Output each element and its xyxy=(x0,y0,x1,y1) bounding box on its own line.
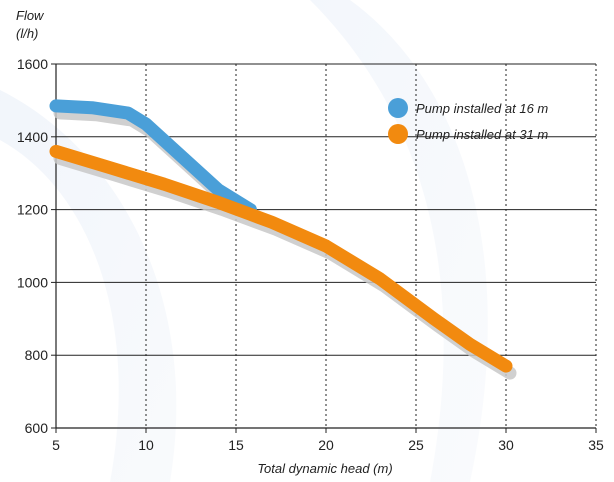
x-tick-label: 5 xyxy=(52,437,60,453)
series-line-1 xyxy=(49,144,513,373)
axes xyxy=(51,63,597,433)
legend-marker-31m xyxy=(388,124,408,144)
series-line-0 xyxy=(49,99,257,217)
y-tick-label: 600 xyxy=(25,420,49,436)
y-tick-label: 1600 xyxy=(17,56,48,72)
y-tick-label: 800 xyxy=(25,347,49,363)
x-tick-label: 35 xyxy=(588,437,604,453)
y-axis-label-line1: Flow xyxy=(16,8,45,23)
y-tick-label: 1000 xyxy=(17,274,48,290)
y-axis-label-line2: (l/h) xyxy=(16,26,38,41)
legend-label-16m: Pump installed at 16 m xyxy=(416,101,548,116)
legend-label-31m: Pump installed at 31 m xyxy=(416,127,548,142)
background-decoration xyxy=(0,0,488,482)
legend: Pump installed at 16 m Pump installed at… xyxy=(388,98,548,144)
x-axis-label: Total dynamic head (m) xyxy=(257,461,392,476)
x-tick-label: 25 xyxy=(408,437,424,453)
x-tick-label: 30 xyxy=(498,437,514,453)
y-tick-label: 1400 xyxy=(17,129,48,145)
x-tick-label: 10 xyxy=(138,437,154,453)
legend-marker-16m xyxy=(388,98,408,118)
x-tick-label: 15 xyxy=(228,437,244,453)
series-lines xyxy=(49,99,517,380)
y-tick-label: 1200 xyxy=(17,202,48,218)
x-tick-label: 20 xyxy=(318,437,334,453)
